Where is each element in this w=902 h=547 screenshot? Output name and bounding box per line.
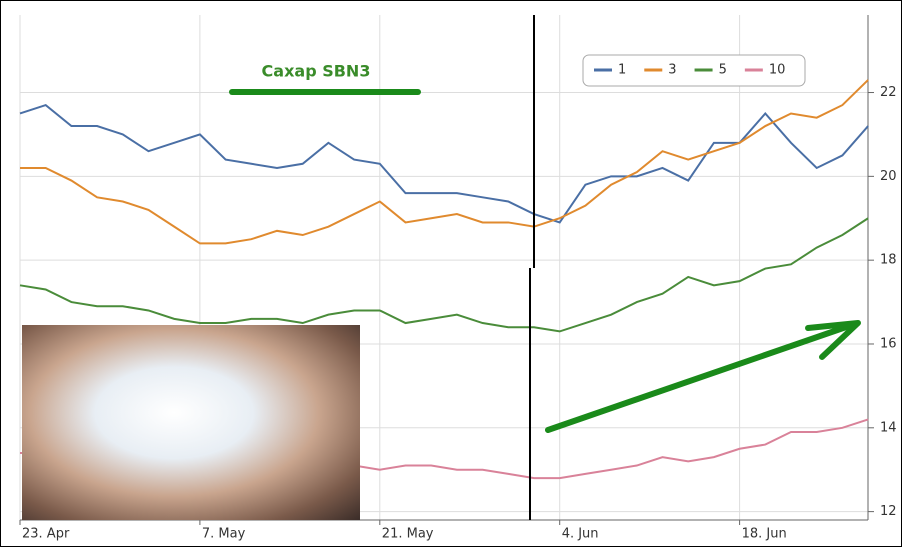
legend-label: 10	[769, 63, 786, 78]
sugar-photo	[22, 325, 360, 520]
legend-label: 1	[618, 63, 626, 78]
x-tick-label: 23. Apr	[22, 527, 70, 542]
chart-title: Сахар SBN3	[262, 62, 371, 81]
page: 12 14 16 18 20 22 23. Apr 7. May 21. May 4. Jun 18…	[0, 0, 902, 547]
x-tick-label: 4. Jun	[562, 527, 599, 542]
x-tick-label: 7. May	[202, 527, 246, 542]
x-tick-label: 21. May	[382, 527, 434, 542]
y-tick-label: 16	[880, 336, 897, 351]
y-tick-label: 14	[880, 420, 897, 435]
y-tick-label: 22	[880, 85, 897, 100]
y-tick-label: 20	[880, 169, 897, 184]
legend-label: 5	[719, 63, 727, 78]
legend-label: 3	[668, 63, 676, 78]
y-tick-label: 12	[880, 504, 897, 519]
y-tick-label: 18	[880, 253, 897, 268]
x-tick-label: 18. Jun	[742, 527, 787, 542]
